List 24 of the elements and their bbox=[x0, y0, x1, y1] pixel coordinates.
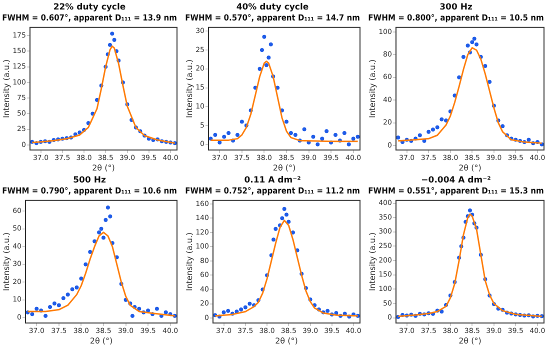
chart-title: 40% duty cycle bbox=[236, 2, 309, 12]
chart-subtitle: FWHM = 0.570°, apparent D₁₁₁ = 14.7 nm bbox=[185, 13, 360, 23]
chart-title: 22% duty cycle bbox=[53, 2, 126, 12]
x-axis-title: 2θ (°) bbox=[275, 336, 298, 346]
chart-title: 300 Hz bbox=[440, 2, 472, 12]
x-axis-title: 2θ (°) bbox=[90, 336, 113, 346]
y-axis-title: Intensity (a.u.) bbox=[368, 59, 377, 118]
chart-subtitle: FWHM = 0.800°, apparent D₁₁₁ = 10.5 nm bbox=[368, 13, 544, 23]
y-axis-title: Intensity (a.u.) bbox=[184, 232, 194, 292]
chart-subtitle: FWHM = 0.607°, apparent D₁₁₁ = 13.9 nm bbox=[2, 13, 177, 23]
chart-title: −0.004 A dm⁻² bbox=[421, 175, 492, 186]
y-axis-title: Intensity (a.u.) bbox=[368, 232, 377, 292]
chart-subtitle: FWHM = 0.752°, apparent D₁₁₁ = 11.2 nm bbox=[185, 186, 360, 196]
y-axis-title: Intensity (a.u.) bbox=[2, 232, 11, 292]
y-axis-title: Intensity (a.u.) bbox=[2, 59, 11, 118]
chart-title: 0.11 A dm⁻² bbox=[244, 175, 302, 186]
x-axis-title: 2θ (°) bbox=[272, 163, 296, 172]
x-axis-title: 2θ (°) bbox=[458, 163, 482, 172]
x-axis-title: 2θ (°) bbox=[458, 336, 482, 346]
chart-subtitle: FWHM = 0.790°, apparent D₁₁₁ = 10.6 nm bbox=[2, 186, 177, 196]
chart-title: 500 Hz bbox=[73, 175, 106, 186]
y-axis-title: Intensity (a.u.) bbox=[184, 59, 194, 118]
x-axis-title: 2θ (°) bbox=[92, 163, 115, 172]
chart-subtitle: FWHM = 0.551°, apparent D₁₁₁ = 15.3 nm bbox=[368, 186, 544, 196]
